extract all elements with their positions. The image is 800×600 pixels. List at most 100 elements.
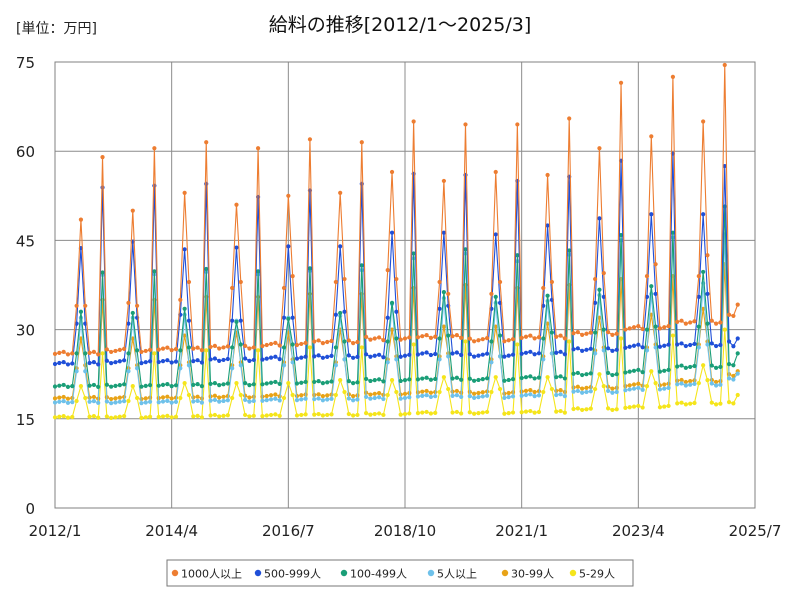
data-point <box>476 390 481 396</box>
data-point <box>489 360 494 365</box>
data-point <box>217 383 222 388</box>
data-point <box>640 345 645 350</box>
data-point <box>463 247 468 252</box>
data-point <box>692 341 697 347</box>
x-tick-label: 2012/1 <box>29 522 82 540</box>
data-point <box>519 335 524 340</box>
data-point <box>402 336 408 341</box>
data-point <box>597 146 602 151</box>
data-point <box>402 391 408 396</box>
data-point <box>640 370 645 375</box>
data-point <box>493 232 498 237</box>
data-point <box>225 344 230 349</box>
data-point <box>290 392 295 398</box>
data-point <box>273 396 278 401</box>
data-point <box>364 352 369 357</box>
data-point <box>433 410 438 415</box>
data-point <box>683 343 688 349</box>
data-point <box>735 351 740 356</box>
data-point <box>528 388 533 393</box>
data-point <box>510 410 516 415</box>
data-point <box>320 355 325 360</box>
data-point <box>545 223 550 228</box>
data-point <box>299 412 304 418</box>
data-point <box>493 375 498 380</box>
data-point <box>675 319 680 324</box>
plot-area-frame <box>54 61 756 509</box>
data-point <box>74 303 79 308</box>
data-point <box>316 338 321 343</box>
data-point <box>541 389 546 395</box>
data-point <box>260 382 265 387</box>
data-point <box>515 122 520 127</box>
data-point <box>316 396 321 401</box>
data-point <box>130 310 135 316</box>
data-point <box>199 360 205 365</box>
data-point <box>627 369 632 374</box>
data-point <box>398 396 403 401</box>
data-point <box>178 297 183 302</box>
data-point <box>381 379 386 384</box>
data-point <box>415 377 421 382</box>
data-point <box>230 318 235 323</box>
data-point <box>549 351 555 356</box>
data-point <box>666 403 671 409</box>
data-point <box>57 350 62 355</box>
data-point <box>199 348 205 353</box>
data-point <box>549 386 555 392</box>
data-point <box>364 334 369 339</box>
data-point <box>588 389 593 394</box>
data-point <box>485 409 490 415</box>
data-point <box>195 398 200 403</box>
data-point <box>489 291 494 297</box>
data-point <box>532 336 537 341</box>
data-point <box>376 377 382 382</box>
data-point <box>398 378 403 384</box>
data-point <box>588 346 593 351</box>
data-point <box>83 351 88 356</box>
data-point <box>57 414 62 419</box>
data-point <box>480 394 485 399</box>
data-point <box>208 357 213 362</box>
data-point <box>726 312 732 317</box>
data-point <box>459 335 464 340</box>
data-point <box>714 383 719 388</box>
data-point <box>160 382 166 387</box>
data-point <box>532 389 537 395</box>
data-point <box>247 414 252 419</box>
data-point <box>320 398 325 403</box>
data-point <box>420 393 425 398</box>
data-point <box>428 352 434 358</box>
data-point <box>610 386 615 391</box>
data-point <box>191 399 196 404</box>
data-point <box>178 395 183 401</box>
data-point <box>536 351 542 356</box>
data-point <box>52 351 58 356</box>
y-tick-label: 60 <box>16 143 35 161</box>
data-point <box>169 348 174 353</box>
data-point <box>640 387 645 392</box>
data-point <box>147 347 153 353</box>
data-point <box>580 390 585 395</box>
data-point <box>692 400 697 406</box>
data-point <box>662 368 667 373</box>
data-point <box>437 336 442 341</box>
data-point <box>204 348 209 353</box>
data-point <box>294 413 300 418</box>
data-point <box>355 354 360 359</box>
data-point <box>160 414 166 419</box>
data-point <box>485 351 490 356</box>
data-point <box>597 372 602 377</box>
data-point <box>173 383 179 388</box>
data-point <box>636 403 641 409</box>
data-point <box>385 392 390 398</box>
data-point <box>122 414 127 419</box>
data-point <box>156 347 161 352</box>
data-point <box>212 381 217 386</box>
data-point <box>329 353 334 358</box>
data-point <box>532 376 537 381</box>
data-point <box>130 208 135 213</box>
data-point <box>312 339 317 344</box>
data-point <box>467 410 472 415</box>
